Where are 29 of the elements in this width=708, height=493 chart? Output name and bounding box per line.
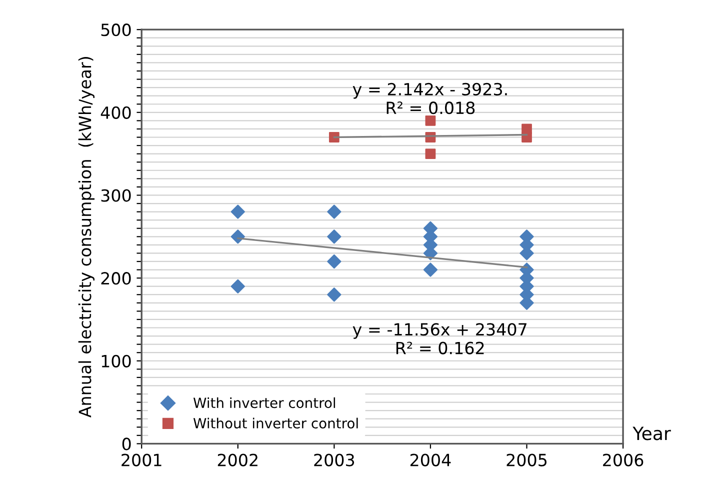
x-axis-title: Year — [632, 426, 671, 440]
annotation: y = -11.56x + 23407 R² = 0.162 — [352, 323, 526, 354]
legend-label: With inverter control — [193, 397, 336, 408]
point — [425, 148, 436, 160]
legend-label: Without inverter control — [193, 418, 358, 429]
x-tick-label: 2006 — [603, 454, 644, 466]
y-axis-title: Annual electricity consumption (kWh/year) — [78, 57, 95, 418]
x-tick-label: 2005 — [506, 454, 547, 466]
point — [327, 230, 342, 244]
point — [327, 288, 342, 302]
point — [423, 262, 438, 277]
point — [327, 204, 342, 219]
y-tick-label: 0 — [122, 438, 131, 450]
y-tick-label: 100 — [102, 354, 131, 368]
x-tick-label: 2004 — [410, 454, 451, 466]
y-tick-label: 300 — [101, 189, 131, 202]
y-tick-label: 200 — [101, 272, 131, 285]
y-tick-label: 500 — [101, 24, 131, 36]
point — [230, 279, 245, 294]
y-tick-label: 400 — [100, 106, 131, 119]
point — [327, 254, 342, 269]
x-tick-label: 2002 — [218, 454, 258, 466]
x-tick-label: 2003 — [314, 454, 354, 466]
annotation: y = 2.142x - 3923. R² = 0.018 — [352, 82, 507, 114]
point — [328, 132, 340, 142]
point — [230, 204, 245, 219]
point — [425, 115, 436, 126]
x-tick-label: 2001 — [122, 454, 162, 466]
point — [522, 132, 532, 142]
